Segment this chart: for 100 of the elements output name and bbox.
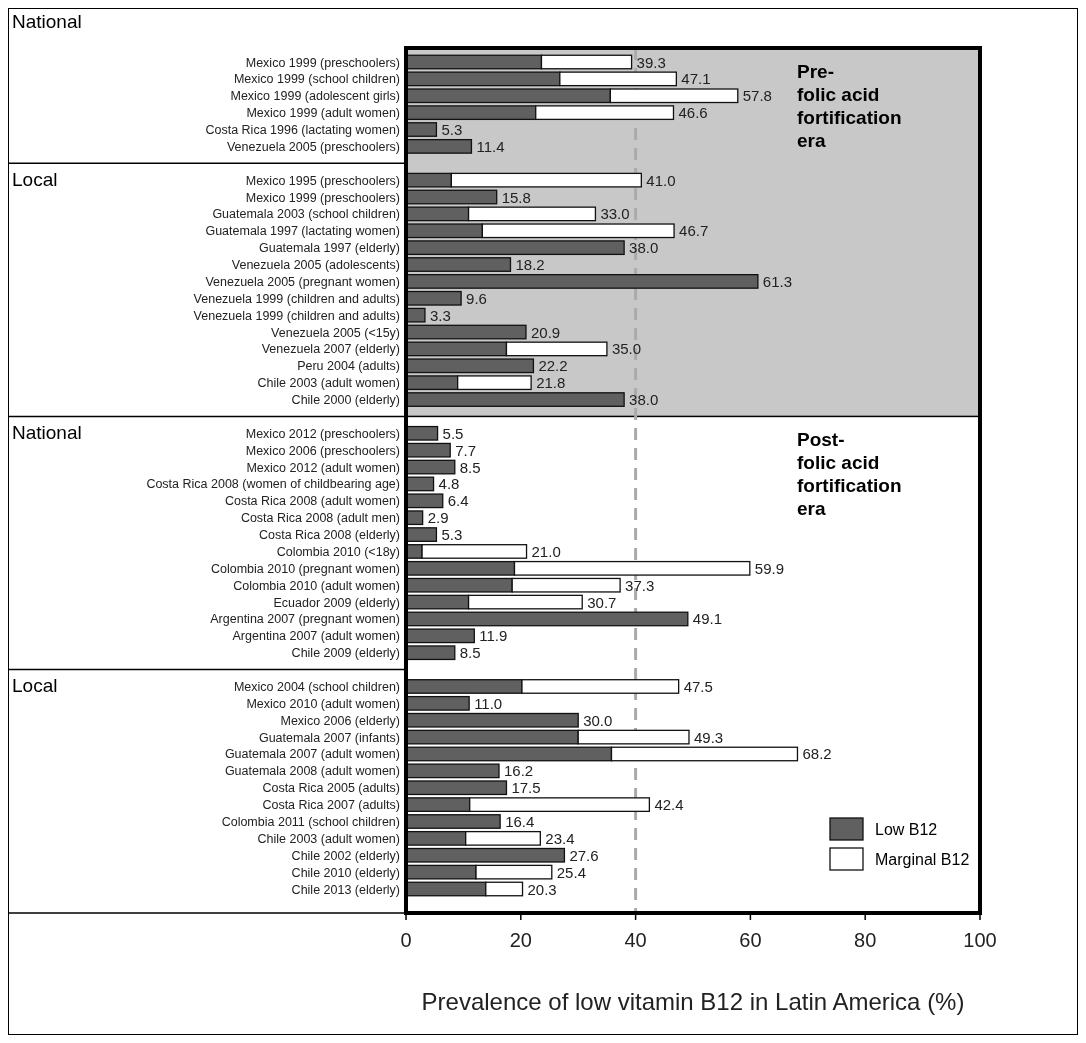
total-label: 33.0 (600, 205, 630, 223)
total-label: 47.1 (681, 70, 711, 88)
y-tick-label: Guatemala 2007 (infants) (258, 730, 400, 745)
y-tick-label: Chile 2002 (elderly) (291, 848, 400, 863)
total-label: 61.3 (762, 272, 793, 290)
total-label: 2.9 (427, 509, 449, 527)
y-tick-label: Chile 2009 (elderly) (291, 646, 400, 661)
total-label: 59.9 (754, 559, 785, 577)
annotation: Pre-folic acid fortification era (797, 61, 902, 151)
total-label: 3.3 (429, 306, 451, 324)
total-label: 41.0 (646, 171, 676, 189)
text: Local (12, 169, 58, 191)
y-tick-label: Venezuela 2005 (preschoolers) (226, 139, 400, 154)
total-label: 11.9 (479, 627, 508, 645)
total-label: 8.5 (459, 644, 481, 662)
total-label: 9.6 (466, 289, 487, 307)
y-tick-label: Colombia 2010 (pregnant women) (211, 561, 400, 576)
y-tick-label: Mexico 2004 (school children) (233, 679, 400, 694)
annotation: Post-folic acid fortification era (797, 429, 902, 520)
total-label: 35.0 (611, 340, 642, 358)
y-tick-label: Guatemala 1997 (elderly) (258, 241, 400, 256)
y-tick-label: Argentina 2007 (pregnant women) (210, 612, 400, 627)
y-tick-label: Argentina 2007 (adult women) (232, 629, 400, 644)
y-tick-label: Costa Rica 1996 (lactating women) (205, 123, 400, 138)
y-tick-label: Mexico 2006 (elderly) (280, 713, 400, 728)
total-label: 27.6 (569, 846, 599, 864)
y-tick-label: Mexico 2010 (adult women) (246, 696, 400, 711)
total-label: 37.3 (625, 576, 655, 594)
total-label: 22.2 (538, 357, 568, 375)
total-label: 21.8 (536, 374, 566, 392)
total-label: 49.3 (693, 728, 724, 746)
total-label: 5.3 (441, 121, 463, 139)
y-tick-label: Colombia 2010 (adult women) (233, 578, 400, 593)
y-tick-label: Venezuela 2005 (adolescents) (231, 258, 400, 273)
y-tick-label: Mexico 1999 (adult women) (246, 106, 400, 121)
y-tick-label: Mexico 1999 (adolescent girls) (230, 89, 400, 104)
x-tick-label: 60 (739, 929, 762, 951)
y-tick-label: Chile 2010 (elderly) (291, 865, 400, 880)
total-label: 11.4 (476, 137, 505, 155)
y-tick-label: Venezuela 2007 (elderly) (261, 342, 400, 357)
y-tick-label: Mexico 1999 (school children) (233, 72, 400, 87)
y-tick-label: Venezuela 2005 (pregnant women) (205, 274, 400, 289)
total-label: 16.2 (503, 762, 534, 780)
y-tick-label: Costa Rica 2007 (adults) (262, 798, 400, 813)
legend-label: Low B12 (875, 821, 938, 838)
total-label: 5.3 (441, 526, 463, 544)
y-tick-label: Guatemala 2003 (school children) (212, 207, 400, 222)
y-tick-label: Peru 2004 (adults) (297, 359, 400, 374)
total-label: 30.0 (583, 711, 613, 729)
y-tick-label: Guatemala 1997 (lactating women) (205, 224, 400, 239)
total-label: 4.8 (438, 475, 460, 493)
y-tick-label: Costa Rica 2008 (adult women) (224, 494, 400, 509)
total-label: 38.0 (629, 391, 659, 409)
y-tick-label: Mexico 2012 (adult women) (246, 460, 400, 475)
y-tick-label: Chile 2000 (elderly) (291, 393, 400, 408)
y-tick-label: Venezuela 2005 (<15y) (271, 325, 400, 340)
y-tick-label: Mexico 1999 (preschoolers) (245, 55, 400, 70)
text: National (12, 422, 82, 444)
y-tick-label: Guatemala 2007 (adult women) (224, 747, 400, 762)
x-tick-label: 20 (509, 929, 532, 951)
total-label: 20.3 (527, 880, 557, 898)
y-tick-label: Colombia 2010 (<18y) (276, 544, 400, 559)
y-tick-label: Mexico 2012 (preschoolers) (245, 426, 400, 441)
y-tick-label: Costa Rica 2008 (women of childbearing age) (146, 477, 400, 492)
total-label: 8.5 (459, 458, 481, 476)
total-label: 23.4 (545, 829, 575, 847)
total-label: 15.8 (501, 188, 531, 206)
y-tick-label: Colombia 2011 (school children) (221, 814, 400, 829)
text: Local (12, 675, 58, 697)
y-tick-label: Costa Rica 2008 (elderly) (258, 528, 400, 543)
total-label: 16.4 (505, 812, 535, 830)
total-label: 5.5 (442, 424, 464, 442)
total-label: 17.5 (511, 779, 541, 797)
y-tick-label: Guatemala 2008 (adult women) (224, 764, 400, 779)
total-label: 25.4 (556, 863, 586, 881)
total-label: 11.0 (474, 694, 503, 712)
total-label: 18.2 (515, 256, 545, 274)
y-tick-label: Chile 2003 (adult women) (257, 376, 400, 391)
y-tick-label: Chile 2003 (adult women) (257, 831, 400, 846)
total-label: 47.5 (683, 677, 713, 695)
total-label: 39.3 (636, 53, 666, 71)
y-tick-label: Mexico 2006 (preschoolers) (245, 443, 400, 458)
total-label: 49.1 (692, 610, 723, 628)
x-tick-label: 80 (854, 929, 877, 951)
total-label: 42.4 (654, 796, 684, 814)
x-tick-label: 100 (963, 929, 997, 951)
x-axis-title: Prevalence of low vitamin B12 in Latin America (%) (421, 988, 965, 1015)
total-label: 38.0 (629, 239, 659, 257)
total-label: 7.7 (455, 441, 477, 459)
x-tick-label: 40 (624, 929, 647, 951)
y-tick-label: Ecuador 2009 (elderly) (273, 595, 400, 610)
y-tick-label: Costa Rica 2005 (adults) (262, 781, 400, 796)
y-tick-label: Costa Rica 2008 (adult men) (240, 511, 400, 526)
legend-label: Marginal B12 (875, 851, 970, 868)
total-label: 21.0 (531, 542, 561, 560)
text: National (12, 11, 82, 32)
y-tick-label: Mexico 1999 (preschoolers) (245, 190, 400, 205)
y-tick-label: Venezuela 1999 (children and adults) (193, 291, 400, 306)
y-tick-label: Venezuela 1999 (children and adults) (193, 308, 400, 323)
total-label: 6.4 (447, 492, 469, 510)
